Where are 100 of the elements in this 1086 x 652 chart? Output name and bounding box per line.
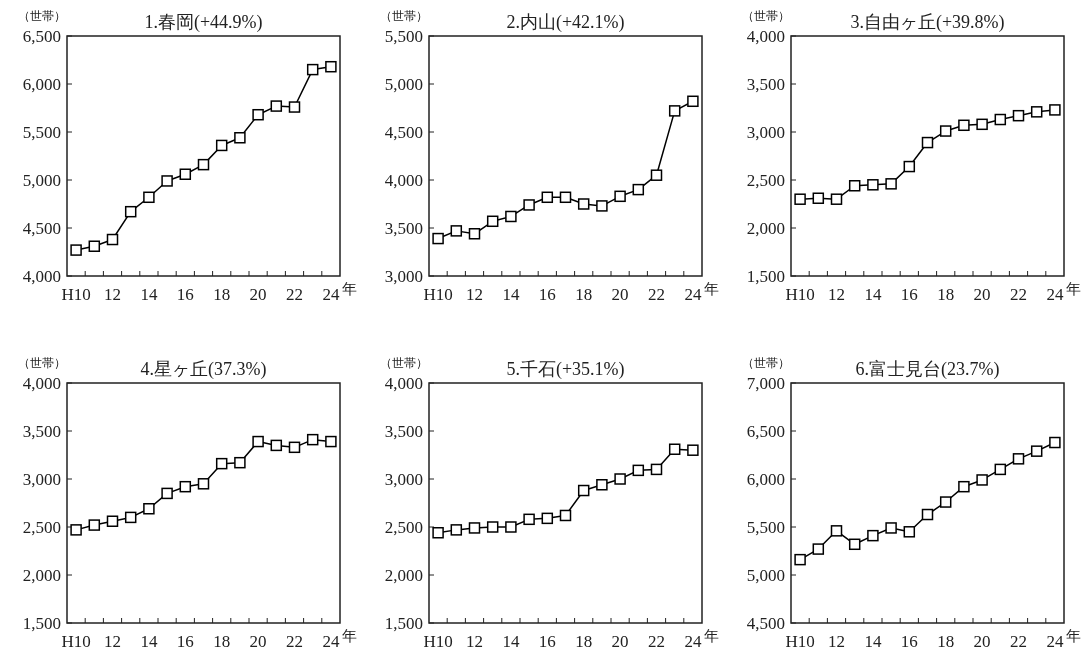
x-tick-label: 24 (684, 285, 702, 304)
point (794, 193, 806, 205)
x-tick-label: 18 (575, 632, 593, 651)
point (124, 511, 137, 524)
y-axis-title: （世帯） (18, 356, 66, 370)
x-tick-label: 16 (900, 632, 918, 651)
x-tick-label: 16 (538, 285, 556, 304)
y-tick-label: 4,000 (22, 267, 61, 286)
x-tick-label: H10 (785, 285, 815, 304)
point (867, 529, 879, 542)
point (958, 119, 970, 132)
x-tick-label: 16 (538, 632, 556, 651)
x-tick-label: H10 (61, 285, 91, 304)
y-axis-title: （世帯） (18, 9, 66, 23)
point (234, 456, 246, 469)
x-tick-label: H10 (785, 632, 815, 651)
y-tick-label: 5,000 (384, 75, 423, 94)
x-tick-label: 24 (684, 632, 702, 651)
point (1030, 106, 1043, 118)
point (270, 100, 283, 112)
x-tick-label: 24 (1046, 632, 1064, 651)
point (106, 515, 119, 527)
x-tick-label: 18 (575, 285, 593, 304)
point (632, 464, 645, 477)
point (197, 478, 210, 490)
y-tick-label: 3,500 (22, 422, 61, 441)
point (650, 463, 663, 476)
point (830, 525, 843, 537)
y-tick-label: 3,000 (22, 470, 61, 489)
x-tick-label: 24 (1046, 285, 1064, 304)
point (614, 190, 626, 203)
point (1030, 445, 1043, 457)
x-tick-label: 20 (973, 285, 991, 304)
point (523, 199, 535, 211)
point (668, 105, 681, 117)
point (179, 168, 192, 180)
point (143, 503, 155, 515)
point (632, 183, 645, 196)
point (559, 509, 572, 522)
y-tick-label: 5,000 (746, 566, 785, 585)
y-axis-title: （世帯） (380, 9, 428, 23)
point (867, 179, 879, 191)
y-tick-label: 6,000 (746, 470, 785, 489)
x-tick-label: H10 (61, 632, 91, 651)
y-axis-title: （世帯） (380, 356, 428, 370)
chart-title: 1.春岡(+44.9%) (144, 12, 263, 33)
point (687, 95, 699, 108)
y-tick-label: 5,500 (746, 518, 785, 537)
x-tick-label: 22 (648, 285, 665, 304)
point (486, 215, 499, 228)
point (432, 232, 444, 245)
point (215, 139, 228, 152)
point (505, 521, 517, 533)
x-tick-label: 22 (1010, 632, 1027, 651)
chart-title: 2.内山(+42.1%) (506, 12, 625, 33)
point (215, 457, 228, 470)
y-tick-label: 5,500 (384, 27, 423, 46)
y-tick-label: 4,000 (384, 374, 423, 393)
y-tick-label: 3,500 (384, 219, 423, 238)
y-tick-label: 2,000 (22, 566, 61, 585)
point (668, 443, 681, 455)
x-tick-label: 16 (176, 285, 194, 304)
y-axis-title: （世帯） (742, 9, 790, 23)
point (939, 496, 952, 508)
y-tick-label: 4,000 (746, 27, 785, 46)
point (288, 441, 301, 454)
point (577, 198, 590, 210)
point (848, 180, 861, 192)
y-tick-label: 6,500 (22, 27, 61, 46)
point (70, 244, 82, 256)
y-tick-label: 3,000 (384, 267, 423, 286)
point (848, 538, 861, 551)
x-axis-title: 年 (1066, 281, 1081, 297)
point (306, 63, 319, 76)
point (812, 192, 825, 204)
x-tick-label: 16 (176, 632, 194, 651)
point (596, 200, 608, 212)
point (687, 444, 699, 456)
point (450, 225, 463, 237)
point (794, 553, 806, 566)
point (994, 463, 1007, 476)
point (958, 480, 970, 493)
x-tick-label: 14 (140, 632, 158, 651)
point (124, 205, 137, 218)
x-axis-title: 年 (342, 281, 357, 297)
x-tick-label: 22 (648, 632, 665, 651)
y-tick-label: 1,500 (384, 614, 423, 633)
point (596, 479, 608, 491)
y-tick-label: 2,500 (22, 518, 61, 537)
y-tick-label: 2,000 (384, 566, 423, 585)
point (161, 175, 173, 187)
x-tick-label: 14 (502, 285, 520, 304)
x-tick-label: 24 (322, 285, 340, 304)
x-tick-label: 12 (828, 632, 845, 651)
point (812, 543, 825, 555)
x-tick-label: H10 (423, 285, 453, 304)
point (468, 228, 481, 240)
y-tick-label: 3,000 (746, 123, 785, 142)
point (523, 513, 535, 526)
point (450, 524, 463, 536)
